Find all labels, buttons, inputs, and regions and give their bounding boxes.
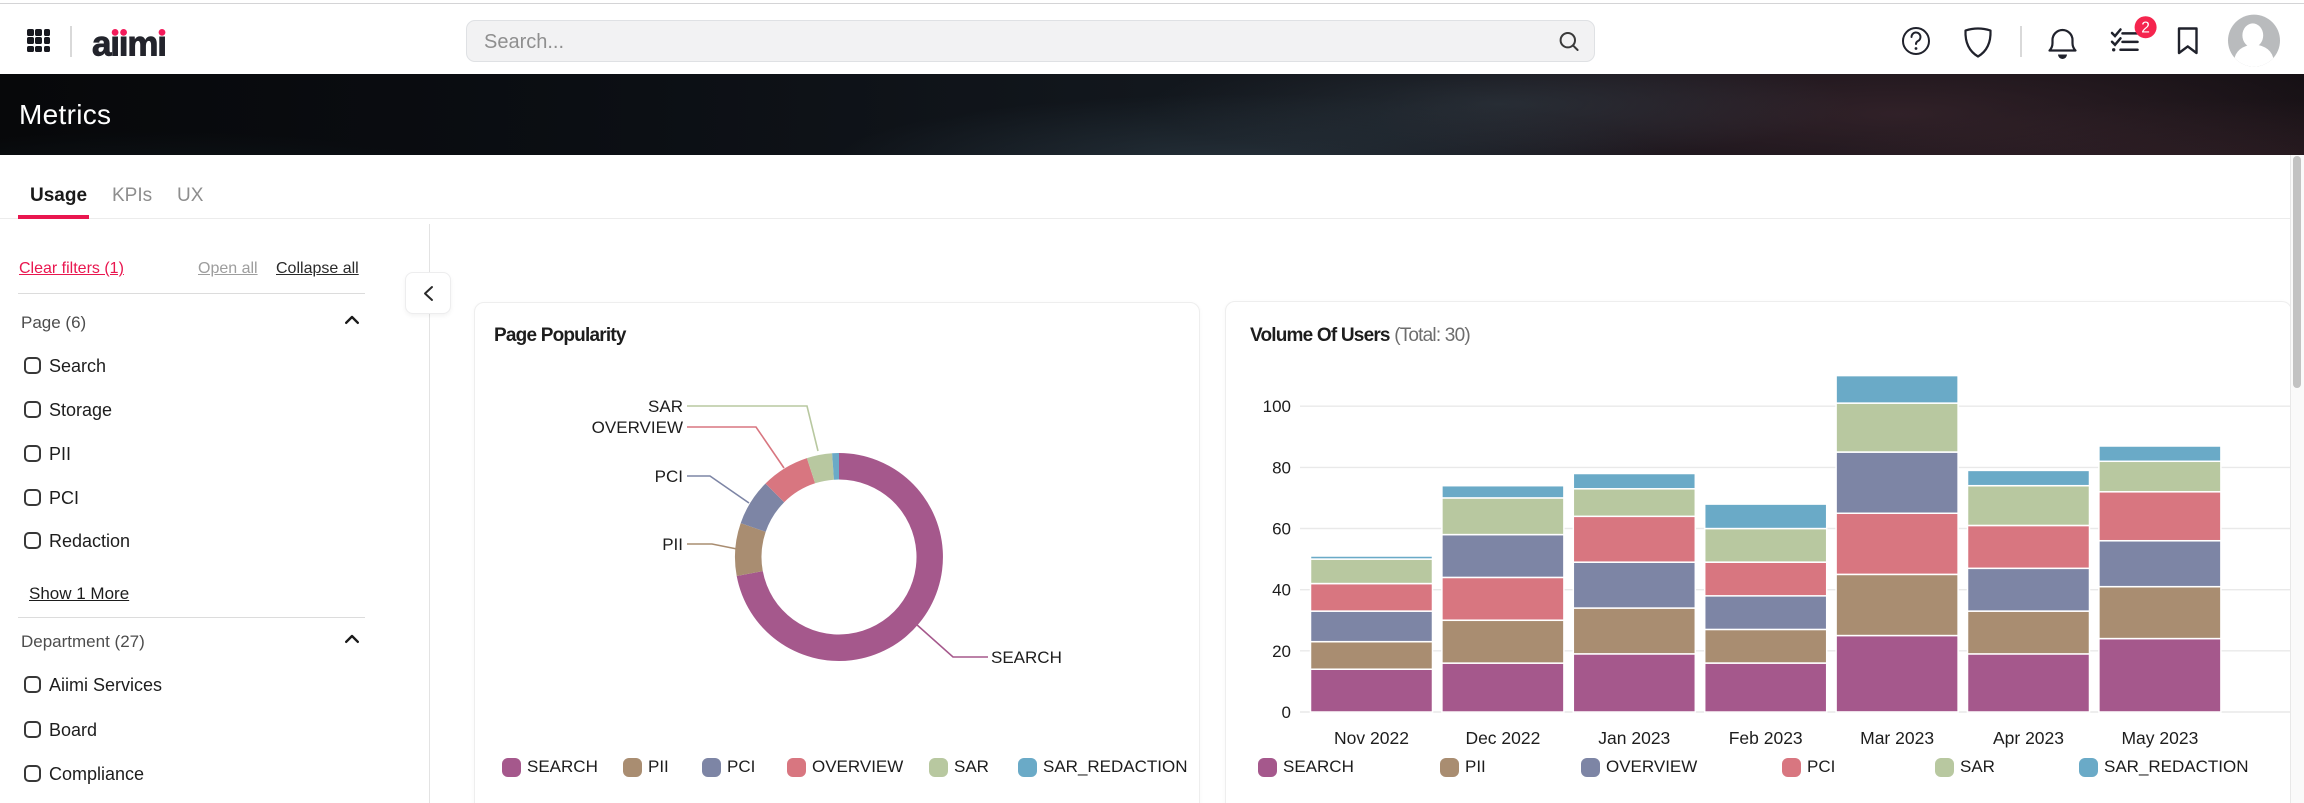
svg-text:SEARCH: SEARCH (991, 648, 1062, 667)
svg-text:0: 0 (1282, 703, 1291, 722)
svg-text:Mar 2023: Mar 2023 (1860, 728, 1934, 748)
svg-text:PCI: PCI (655, 467, 683, 486)
svg-text:Dec 2022: Dec 2022 (1465, 728, 1540, 748)
svg-text:aıımı: aıımı (92, 25, 166, 64)
svg-text:40: 40 (1272, 581, 1291, 600)
svg-text:20: 20 (1272, 642, 1291, 661)
svg-text:May 2023: May 2023 (2121, 728, 2198, 748)
svg-text:PII: PII (662, 535, 683, 554)
svg-text:60: 60 (1272, 520, 1291, 539)
svg-text:Jan 2023: Jan 2023 (1598, 728, 1670, 748)
svg-text:Nov 2022: Nov 2022 (1334, 728, 1409, 748)
svg-text:100: 100 (1263, 397, 1291, 416)
svg-text:80: 80 (1272, 458, 1291, 477)
svg-text:SAR: SAR (648, 397, 683, 416)
svg-text:OVERVIEW: OVERVIEW (592, 418, 683, 437)
svg-text:2: 2 (2141, 20, 2150, 37)
svg-text:Apr 2023: Apr 2023 (1993, 728, 2064, 748)
svg-text:Feb 2023: Feb 2023 (1729, 728, 1803, 748)
